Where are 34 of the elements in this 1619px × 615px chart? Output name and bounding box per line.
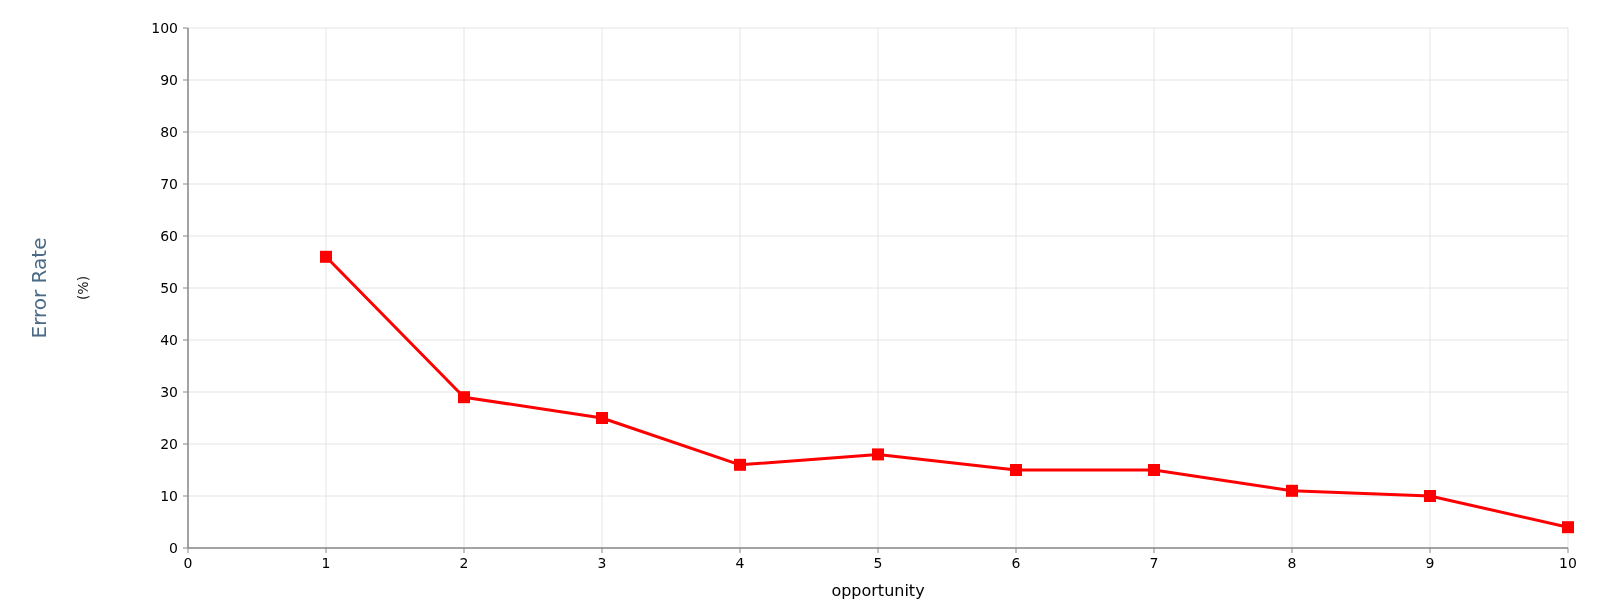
y-tick-label: 20 xyxy=(160,435,178,452)
y-tick-label: 50 xyxy=(160,279,178,296)
point xyxy=(734,458,746,471)
y-tick-label: 70 xyxy=(160,175,178,192)
x-tick-label: 10 xyxy=(1559,555,1577,571)
y-tick-label: 80 xyxy=(160,123,178,140)
x-tick-label: 6 xyxy=(1011,555,1021,571)
y-tick-label: 90 xyxy=(160,71,178,88)
y-tick-label: 10 xyxy=(160,487,178,504)
x-tick-label: 0 xyxy=(183,555,193,571)
x-tick-label: 1 xyxy=(321,555,331,571)
x-tick-label: 7 xyxy=(1149,555,1159,571)
x-tick-label: 2 xyxy=(459,555,469,571)
y-tick-label: 30 xyxy=(160,383,178,400)
x-tick-label: 3 xyxy=(597,555,607,571)
y-tick-label: 40 xyxy=(160,331,178,348)
point xyxy=(1562,521,1574,534)
point xyxy=(458,391,470,404)
point xyxy=(320,250,332,263)
point xyxy=(1148,464,1160,476)
point xyxy=(1010,464,1022,476)
text: Error Rate (%) xyxy=(27,237,91,339)
point xyxy=(596,412,608,424)
x-tick-label: 4 xyxy=(735,555,745,571)
x-axis-title: opportunity xyxy=(831,581,925,600)
point xyxy=(872,448,884,461)
y-tick-label: 60 xyxy=(160,227,178,244)
point xyxy=(1424,490,1436,502)
x-tick-label: 5 xyxy=(873,555,883,571)
x-tick-label: 9 xyxy=(1425,555,1435,571)
x-tick-label: 8 xyxy=(1287,555,1297,571)
y-tick-label: 0 xyxy=(169,539,178,556)
point xyxy=(1286,484,1298,497)
y-tick-label: 100 xyxy=(151,19,178,36)
